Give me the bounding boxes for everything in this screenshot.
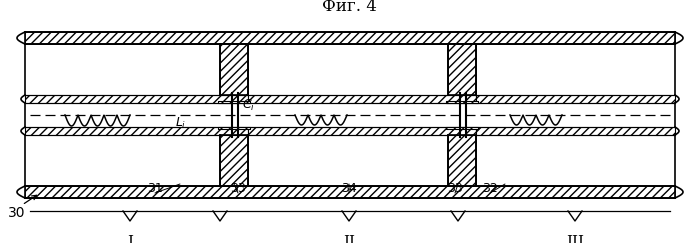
Bar xyxy=(25,32,675,44)
Bar xyxy=(448,44,476,95)
Bar xyxy=(220,135,248,186)
Bar xyxy=(220,44,248,95)
Text: 32: 32 xyxy=(482,182,498,195)
Bar xyxy=(448,44,476,95)
Text: Фиг. 4: Фиг. 4 xyxy=(322,0,376,15)
Text: 33: 33 xyxy=(230,182,246,195)
Bar xyxy=(446,127,478,129)
Bar xyxy=(248,127,476,135)
Bar xyxy=(248,127,476,135)
Bar xyxy=(476,95,675,103)
Bar xyxy=(476,127,675,135)
Bar xyxy=(25,127,248,135)
Bar xyxy=(448,135,476,186)
Text: 30: 30 xyxy=(8,206,26,220)
Bar xyxy=(220,44,248,95)
Bar xyxy=(25,127,248,135)
Bar xyxy=(25,44,675,186)
Text: $L_i$: $L_i$ xyxy=(175,115,186,130)
Bar xyxy=(25,95,248,103)
Text: 31: 31 xyxy=(147,182,163,195)
Text: 33: 33 xyxy=(447,182,463,195)
Bar xyxy=(446,101,478,103)
Bar xyxy=(476,127,675,135)
Bar xyxy=(248,95,476,103)
Bar xyxy=(25,186,675,198)
Bar xyxy=(218,127,250,129)
Bar xyxy=(218,127,250,129)
Text: III: III xyxy=(566,235,584,243)
Bar xyxy=(448,135,476,186)
Bar xyxy=(25,186,675,198)
Bar xyxy=(446,127,478,129)
Text: $C_i$: $C_i$ xyxy=(242,97,255,113)
Text: I: I xyxy=(127,235,133,243)
Bar xyxy=(25,32,675,44)
Text: 34: 34 xyxy=(341,182,357,195)
Bar xyxy=(220,135,248,186)
Bar xyxy=(218,101,250,103)
Text: II: II xyxy=(343,235,355,243)
Bar xyxy=(218,101,250,103)
Bar xyxy=(248,95,476,103)
Bar xyxy=(25,95,248,103)
Bar xyxy=(476,95,675,103)
Bar xyxy=(446,101,478,103)
